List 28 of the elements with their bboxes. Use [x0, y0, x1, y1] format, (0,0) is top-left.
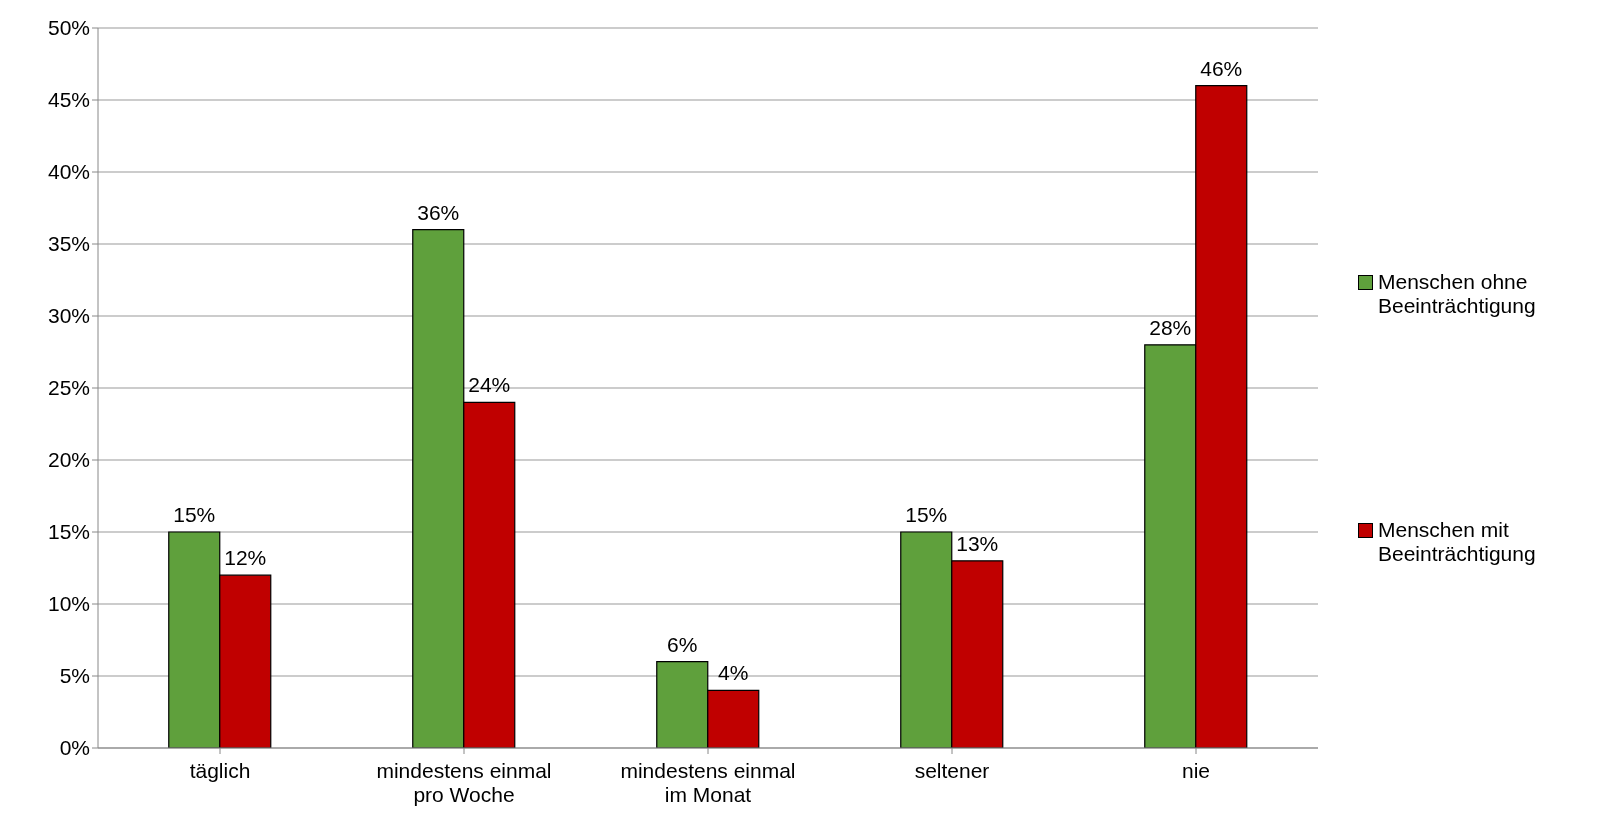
x-tick-label: nie — [1181, 759, 1211, 782]
x-tick-label: mindestens einmal pro Woche — [376, 759, 552, 806]
data-label: 36% — [417, 200, 460, 224]
y-tick-label: 30% — [47, 304, 90, 328]
y-tick-label: 10% — [47, 592, 90, 616]
data-label: 46% — [1200, 56, 1243, 80]
data-label: 6% — [667, 632, 698, 656]
data-label: 28% — [1149, 315, 1192, 339]
y-tick-label: 20% — [47, 448, 90, 472]
data-label: 15% — [905, 503, 948, 526]
x-tick-label: mindestens einmal im Monat — [620, 759, 796, 806]
y-tick-label: 40% — [47, 160, 90, 184]
y-tick-label: 35% — [47, 232, 90, 256]
data-label: 24% — [468, 373, 511, 397]
y-tick-label: 45% — [47, 88, 90, 112]
y-tick-label: 15% — [47, 520, 90, 544]
y-tick-label: 0% — [59, 736, 90, 760]
legend-label: Menschen mit Beeinträchtigung — [1378, 518, 1536, 566]
y-tick-label: 50% — [47, 16, 90, 40]
y-tick-label: 25% — [47, 376, 90, 400]
data-label: 12% — [224, 546, 267, 570]
x-tick-label: täglich — [189, 759, 251, 782]
y-tick-label: 5% — [59, 664, 90, 688]
legend-label: Menschen ohne Beeinträchtigung — [1378, 270, 1536, 318]
x-tick-label: seltener — [914, 759, 990, 782]
data-label: 4% — [718, 661, 749, 685]
data-label: 13% — [956, 531, 999, 555]
data-label: 15% — [173, 503, 216, 526]
